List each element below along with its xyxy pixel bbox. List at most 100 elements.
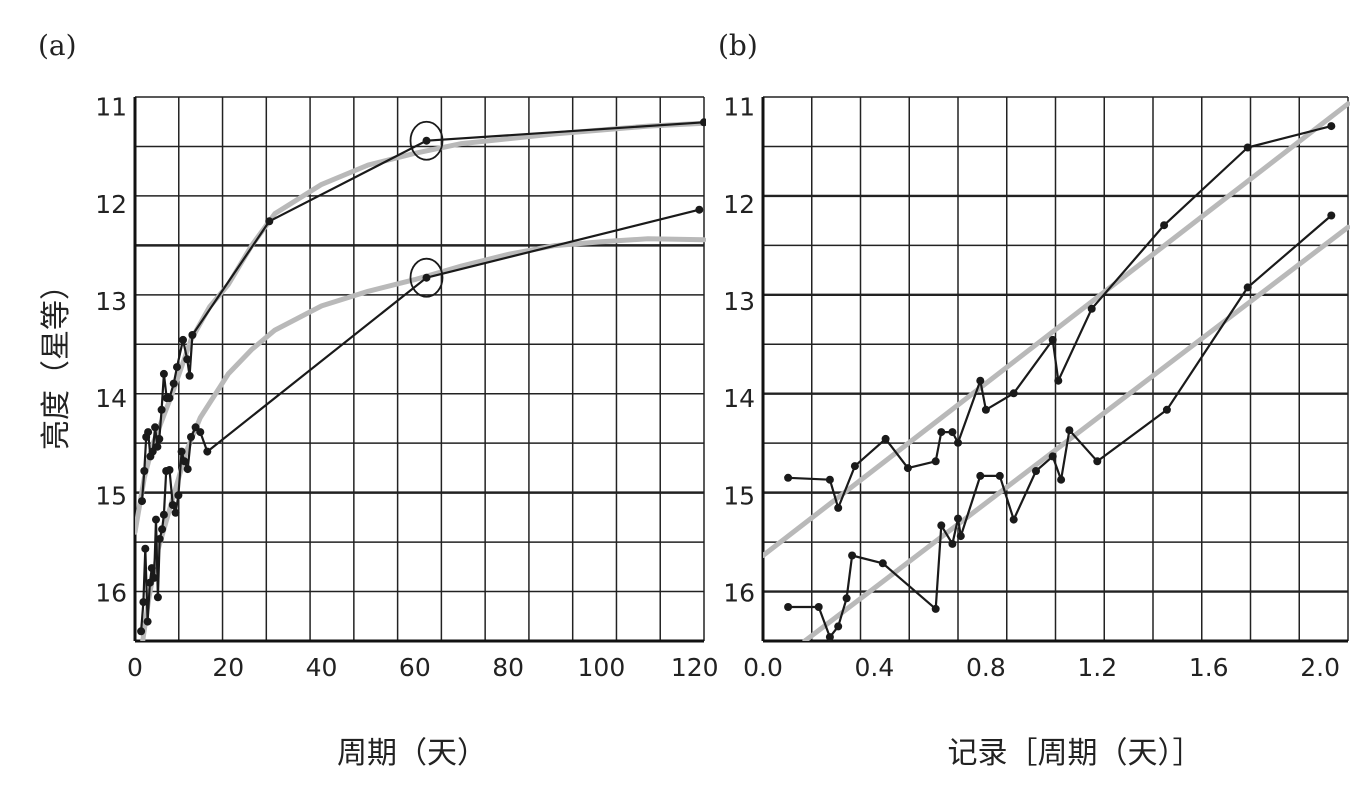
data-point — [187, 433, 195, 441]
data-point — [878, 559, 887, 568]
data-point — [1093, 457, 1102, 466]
y-tick-label: 15 — [95, 481, 127, 510]
data-point — [848, 551, 857, 560]
x-tick-label: 0.4 — [855, 653, 895, 682]
data-point — [137, 627, 146, 636]
data-point — [188, 331, 197, 339]
data-point — [422, 136, 431, 145]
data-point — [825, 475, 834, 484]
data-point — [185, 371, 194, 380]
data-point — [931, 457, 940, 466]
data-point — [171, 508, 180, 517]
panel-b-grid — [761, 96, 1349, 643]
y-tick-label: 12 — [723, 190, 755, 219]
data-point — [1243, 283, 1252, 292]
data-point — [151, 423, 160, 432]
data-point — [159, 369, 168, 378]
data-point — [159, 510, 168, 519]
data-point — [165, 466, 174, 474]
data-point — [1243, 143, 1252, 152]
panel-a-y-tick-labels: 11 12 13 14 15 16 — [95, 93, 127, 608]
data-point — [976, 471, 985, 480]
y-tick-label: 16 — [723, 578, 755, 607]
x-tick-label: 100 — [578, 653, 626, 682]
data-point — [183, 465, 192, 474]
data-point — [196, 428, 205, 437]
data-point — [143, 617, 152, 626]
x-tick-label: 0 — [127, 653, 143, 682]
data-point — [954, 438, 962, 447]
y-tick-label: 14 — [723, 384, 755, 413]
data-point — [155, 535, 164, 543]
data-point — [173, 363, 181, 372]
panel-b-y-tick-labels: 11 12 13 14 15 16 — [723, 93, 755, 608]
data-point — [153, 593, 162, 602]
x-tick-label: 120 — [671, 653, 719, 682]
data-point — [937, 428, 946, 437]
data-point — [158, 525, 167, 534]
data-point — [995, 471, 1004, 480]
panel-b-x-axis-title: 记录［周期（天）］ — [948, 736, 1203, 771]
data-point — [1327, 122, 1336, 131]
data-point — [422, 273, 431, 282]
y-tick-label: 11 — [723, 93, 755, 122]
y-tick-label: 11 — [95, 93, 127, 122]
fit-curve — [802, 224, 1350, 641]
data-point — [825, 633, 834, 641]
panel-a-grid — [133, 96, 705, 643]
data-point — [152, 515, 160, 524]
data-point — [948, 539, 957, 548]
data-point — [1032, 467, 1040, 475]
data-point — [1048, 452, 1057, 461]
data-point — [784, 473, 793, 482]
y-tick-label: 16 — [95, 578, 127, 607]
data-point — [183, 355, 192, 364]
data-point — [814, 603, 823, 611]
data-point — [177, 447, 186, 456]
panel-b-label: (b) — [718, 29, 758, 62]
x-tick-label: 40 — [306, 653, 338, 682]
data-point — [155, 434, 164, 443]
x-tick-label: 60 — [399, 653, 431, 682]
data-point — [265, 217, 274, 226]
y-tick-label: 15 — [723, 481, 755, 510]
data-point — [931, 604, 940, 613]
panel-b-series — [763, 101, 1350, 641]
data-point — [138, 497, 146, 506]
panel-a-x-axis-title: 周期（天） — [337, 736, 487, 771]
data-point — [954, 514, 962, 523]
series-line — [140, 208, 700, 632]
x-tick-label: 0.8 — [966, 653, 1006, 682]
highlight-circle — [409, 120, 444, 161]
panel-b: (b) 0.0 0.4 0.8 1.2 1.6 2.0 11 12 13 14 15 16 记录［周… — [718, 29, 1350, 771]
x-tick-label: 80 — [492, 653, 524, 682]
data-point — [834, 503, 843, 512]
data-point — [140, 467, 149, 475]
panel-a: (a) 0 20 40 60 80 100 120 11 12 13 14 15 16 周期（天） 亮… — [38, 29, 719, 771]
y-tick-label: 13 — [95, 287, 127, 316]
data-point — [139, 598, 148, 607]
data-point — [784, 603, 793, 611]
fit-curve — [763, 101, 1350, 558]
data-point — [168, 501, 177, 509]
x-tick-label: 0.0 — [743, 653, 783, 682]
data-point — [1048, 335, 1057, 344]
data-point — [1160, 221, 1169, 230]
data-point — [1162, 405, 1171, 414]
data-point — [174, 491, 183, 500]
data-point — [834, 622, 843, 631]
data-point — [1327, 211, 1336, 220]
x-tick-label: 1.6 — [1189, 653, 1229, 682]
data-point — [153, 442, 162, 451]
data-point — [1009, 389, 1018, 398]
data-point — [948, 428, 957, 437]
panel-a-x-tick-labels: 0 20 40 60 80 100 120 — [127, 653, 718, 682]
fit-curve — [135, 120, 706, 535]
data-point — [179, 335, 187, 344]
fit-curve — [140, 236, 706, 641]
data-point — [1009, 515, 1018, 524]
data-point — [165, 394, 174, 403]
data-point — [903, 464, 912, 473]
data-point — [180, 457, 189, 466]
x-tick-label: 20 — [212, 653, 244, 682]
